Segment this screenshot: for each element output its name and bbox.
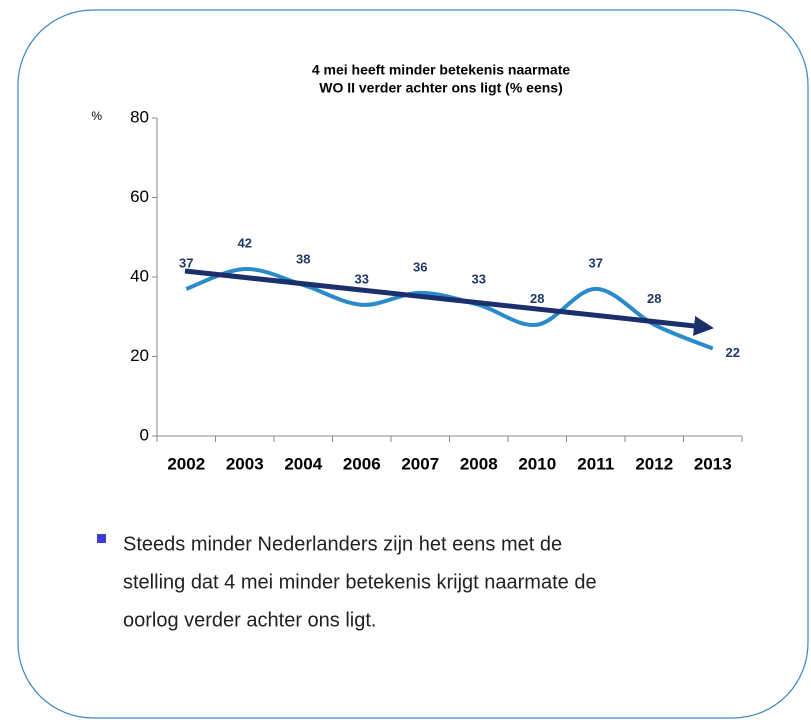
- bullet-text: Steeds minder Nederlanders zijn het eens…: [123, 533, 562, 555]
- x-tick-label: 2012: [635, 454, 673, 473]
- data-label: 38: [296, 251, 310, 266]
- bullet-text: oorlog verder achter ons ligt.: [123, 609, 376, 631]
- y-tick-label: 80: [130, 107, 149, 126]
- data-label: 36: [413, 259, 427, 274]
- data-label: 33: [355, 271, 369, 286]
- x-tick-label: 2008: [460, 454, 498, 473]
- bullet: [97, 534, 106, 543]
- chart-title: WO II verder achter ons ligt (% eens): [319, 80, 563, 96]
- frame: [17, 9, 809, 719]
- data-label: 28: [530, 291, 544, 306]
- y-tick-label: 20: [130, 346, 149, 365]
- data-label: 42: [238, 235, 252, 250]
- data-label: 28: [647, 291, 661, 306]
- y-tick-label: 40: [130, 266, 149, 285]
- x-tick-label: 2003: [226, 454, 264, 473]
- y-tick-label: 60: [130, 187, 149, 206]
- plot: 0 20 40 60 80 2002 2003 2004 2006 2007 2008 2010 201…: [130, 107, 743, 473]
- data-label: 33: [472, 271, 486, 286]
- bullet-text: stelling dat 4 mei minder betekenis krij…: [123, 571, 597, 593]
- x-tick-label: 2010: [518, 454, 556, 473]
- x-tick-label: 2002: [167, 454, 205, 473]
- x-tick-label: 2013: [694, 454, 732, 473]
- data-label: 37: [179, 255, 193, 270]
- data-label: 22: [726, 345, 740, 360]
- x-tick-label: 2007: [401, 454, 439, 473]
- data-label: 37: [589, 255, 603, 270]
- trend-arrow: [184, 268, 714, 336]
- y-tick-label: 0: [140, 425, 149, 444]
- y-unit: %: [91, 109, 102, 123]
- x-tick-label: 2011: [577, 454, 614, 473]
- x-tick-label: 2004: [284, 454, 322, 473]
- x-tick-label: 2006: [343, 454, 381, 473]
- chart-title: 4 mei heeft minder betekenis naarmate: [312, 62, 571, 78]
